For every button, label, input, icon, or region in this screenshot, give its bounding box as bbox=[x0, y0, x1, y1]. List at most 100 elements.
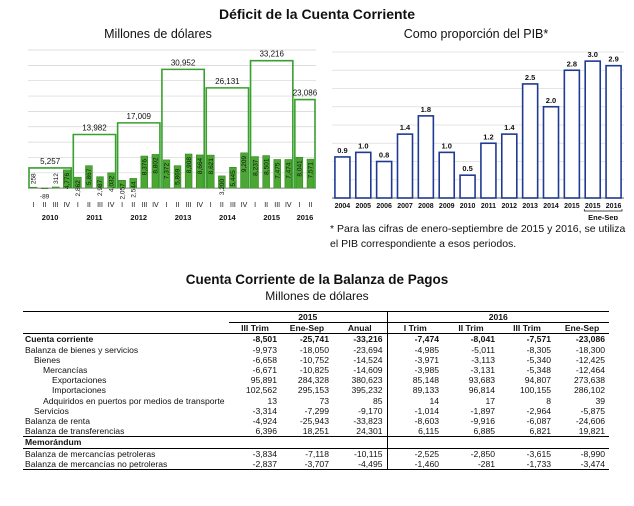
category-tick-label: 2012 bbox=[501, 203, 517, 210]
quarter-tick-label: III bbox=[97, 202, 103, 209]
bar bbox=[207, 154, 215, 189]
cell-value: -33,216 bbox=[333, 333, 388, 345]
bar bbox=[521, 83, 539, 199]
category-tick-label: 2010 bbox=[460, 203, 476, 210]
cell-value: 39 bbox=[595, 395, 606, 406]
cell-value: -6,087 bbox=[526, 416, 552, 427]
bar-value-label: 5,445 bbox=[230, 170, 237, 187]
row-label: Balanza de renta bbox=[25, 416, 90, 427]
bar bbox=[29, 186, 38, 189]
quarter-tick-label: IV bbox=[285, 202, 292, 209]
cell-value: -4,985 bbox=[414, 344, 440, 355]
bar bbox=[584, 60, 602, 199]
annual-total-outline bbox=[161, 68, 206, 189]
cell-value: -7,299 bbox=[304, 405, 329, 416]
bar bbox=[480, 142, 497, 199]
category-tick-label: 2007 bbox=[397, 203, 413, 210]
bar bbox=[542, 105, 560, 199]
cell-value: 273,638 bbox=[573, 375, 606, 386]
bar bbox=[52, 186, 60, 189]
table-subtitle: Millones de dólares bbox=[265, 289, 369, 303]
quarter-tick-label: II bbox=[220, 202, 224, 209]
bar-value-label: 1.0 bbox=[441, 141, 451, 150]
year-header-2015: 2015 bbox=[229, 310, 388, 324]
table-row: Servicios -3,314 -7,299 -9,170 -1,014 -1,897 -… bbox=[23, 405, 609, 417]
cell-value: -18,050 bbox=[299, 344, 329, 355]
cell-value bbox=[387, 436, 444, 449]
cell-value: -5,875 bbox=[580, 405, 606, 416]
bar bbox=[354, 151, 372, 199]
bar-value-label: 1.8 bbox=[421, 105, 431, 114]
cell-value: -9,170 bbox=[333, 405, 388, 417]
category-tick-label: 2004 bbox=[335, 203, 351, 210]
bar bbox=[295, 157, 304, 189]
category-tick-label: 2015 bbox=[585, 203, 601, 210]
cell-value: 6,115 bbox=[418, 426, 440, 437]
annual-total-label: 5,257 bbox=[40, 157, 61, 166]
table-row: Cuenta corriente -8,501 -25,741 -33,216 -7,4… bbox=[23, 333, 609, 345]
bar-value-label: 2.8 bbox=[567, 59, 577, 68]
quarter-tick-label: I bbox=[254, 202, 256, 209]
bar-value-label: 1.2 bbox=[483, 132, 493, 141]
year-tick-label: 2010 bbox=[42, 213, 59, 222]
bar-value-label: 8,237 bbox=[252, 159, 259, 176]
cell-value: -2,850 bbox=[470, 448, 496, 459]
table-row: Adquiridos en puertos por medios de tran… bbox=[23, 395, 609, 406]
bar bbox=[40, 187, 49, 189]
bar-value-label: 0.9 bbox=[337, 146, 347, 155]
ene-sep-bracket bbox=[583, 209, 623, 212]
bar bbox=[107, 172, 115, 189]
row-label: Balanza de mercancías no petroleras bbox=[23, 458, 229, 471]
cell-value: 17 bbox=[485, 395, 496, 406]
cell-value: -3,474 bbox=[555, 458, 610, 471]
cell-value: -12,425 bbox=[575, 354, 606, 365]
quarter-tick-label: III bbox=[230, 202, 236, 209]
cell-value bbox=[555, 436, 610, 449]
cell-value: 18,251 bbox=[302, 426, 329, 437]
balance-of-payments-table: 2015 2016 III Trim Ene-Sep Anual I Trim II T… bbox=[23, 310, 610, 471]
table-row: Memorándum bbox=[23, 436, 610, 449]
cell-value: -6,658 bbox=[252, 354, 277, 365]
bar-value-label: 8,621 bbox=[208, 158, 215, 175]
bar bbox=[563, 69, 581, 199]
bar bbox=[162, 159, 171, 189]
bar bbox=[140, 155, 148, 189]
gdp-ratio-chart: 0.9 2004 1.0 2005 0.8 2006 1.4 2007 1.8 2008 1.0 20… bbox=[332, 50, 624, 220]
cell-value: -2,837 bbox=[229, 458, 281, 471]
bar-value-label: 8,664 bbox=[197, 158, 204, 175]
row-label: Balanza de bienes y servicios bbox=[25, 344, 139, 355]
annual-total-outline bbox=[116, 122, 161, 189]
cell-value: 96,814 bbox=[468, 385, 496, 396]
column-header: II Trim bbox=[443, 322, 500, 335]
year-tick-label: 2012 bbox=[130, 213, 147, 222]
bar-value-label: 2,987 bbox=[97, 179, 104, 196]
bar-value-label: 8,041 bbox=[297, 160, 304, 177]
cell-value: -1,014 bbox=[414, 405, 440, 416]
bar-value-label: 2,862 bbox=[75, 180, 82, 197]
main-title: Déficit de la Cuenta Corriente bbox=[218, 6, 416, 22]
bar bbox=[306, 158, 315, 189]
bar bbox=[605, 64, 622, 199]
cell-value: -3,113 bbox=[471, 354, 496, 365]
bar bbox=[85, 165, 93, 189]
row-label: Mercancías bbox=[43, 365, 88, 376]
bar-value-label: 8,802 bbox=[153, 157, 160, 174]
cell-value: -25,741 bbox=[299, 334, 329, 345]
bar bbox=[251, 156, 259, 189]
bar-value-label: 5,869 bbox=[175, 168, 182, 185]
bar-value-label: 7,474 bbox=[286, 162, 293, 179]
annual-total-outline bbox=[72, 133, 117, 189]
bar bbox=[459, 174, 476, 199]
quarter-tick-label: III bbox=[274, 202, 280, 209]
annual-total-outline bbox=[28, 167, 73, 189]
cell-value: -10,825 bbox=[299, 365, 329, 376]
bar-value-label: 2.9 bbox=[608, 55, 618, 64]
category-tick-label: 2008 bbox=[418, 203, 434, 210]
bar bbox=[500, 133, 518, 199]
bar-value-label: 1.4 bbox=[504, 123, 515, 132]
row-label: Memorándum bbox=[23, 436, 229, 449]
quarterly-deficit-chart: 258 -89 312 4,776 2,862 5,867 2,987 4,032 2,057 2… bbox=[28, 49, 318, 222]
row-label: Importaciones bbox=[52, 385, 106, 396]
category-tick-label: 2009 bbox=[439, 203, 455, 210]
cell-value: -9,916 bbox=[470, 416, 496, 427]
